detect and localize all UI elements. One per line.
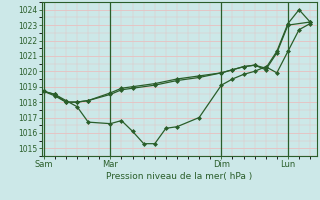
X-axis label: Pression niveau de la mer( hPa ): Pression niveau de la mer( hPa ) (106, 172, 252, 181)
